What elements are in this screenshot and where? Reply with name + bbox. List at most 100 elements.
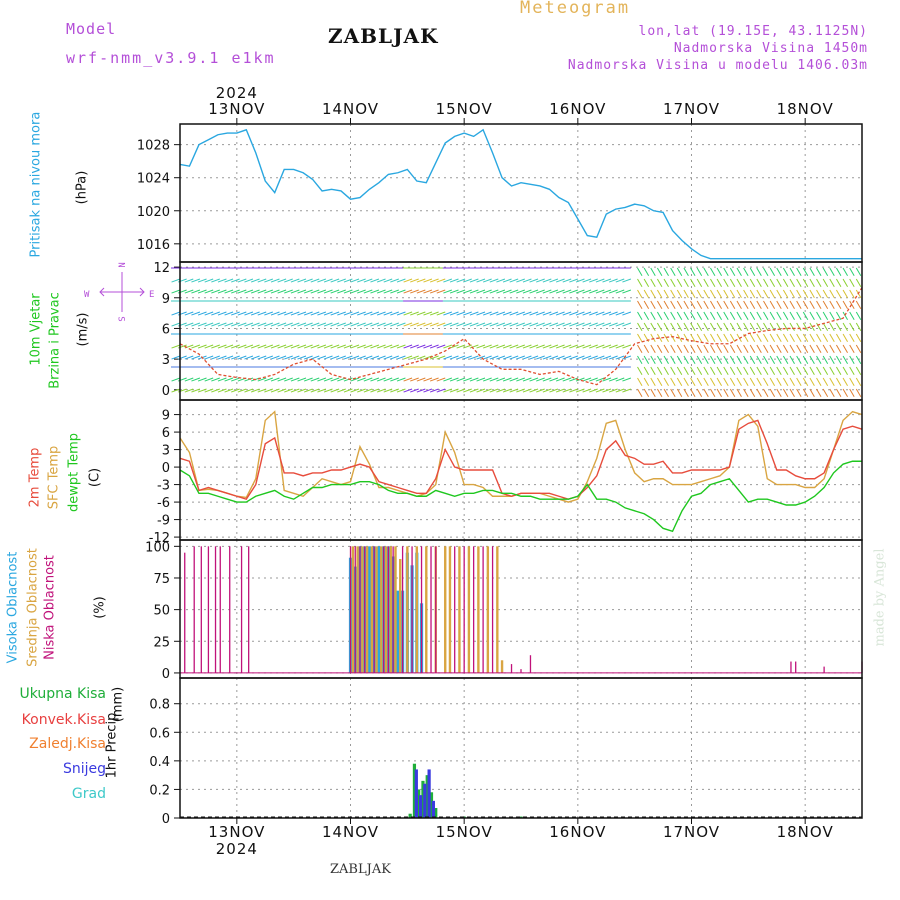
wind-arrow xyxy=(257,377,267,382)
wind-arrow xyxy=(502,344,512,349)
wind-arrow xyxy=(555,355,565,360)
x-tick-label-bottom: 16NOV xyxy=(549,823,606,841)
wind-arrow xyxy=(802,300,809,310)
wind-arrow xyxy=(542,278,552,283)
wind-arrow xyxy=(670,300,676,310)
wind-arrow xyxy=(390,344,399,349)
wind-arrow xyxy=(643,355,650,365)
wind-arrow xyxy=(855,300,862,310)
wind-arrow xyxy=(776,388,782,398)
wind-arrow xyxy=(696,333,703,343)
wind-arrow xyxy=(303,388,313,393)
wind-arrow xyxy=(244,377,254,382)
cloud-bar xyxy=(406,546,409,673)
x-tick-label-bottom: 14NOV xyxy=(322,823,379,841)
precip-bar xyxy=(421,780,425,818)
wind-arrow xyxy=(683,366,689,376)
wind-arrow xyxy=(802,278,809,288)
wind-arrow xyxy=(663,333,669,343)
wind-arrow xyxy=(656,311,663,321)
wind-arrow xyxy=(822,377,829,387)
wind-arrow xyxy=(197,322,207,327)
wind-arrow xyxy=(763,366,769,376)
wind-arrow xyxy=(277,355,287,360)
wind-arrow xyxy=(171,278,181,283)
wind-arrow xyxy=(769,311,776,321)
wind-arrow xyxy=(429,355,439,360)
wind-arrow xyxy=(723,333,729,343)
wind-arrow xyxy=(463,388,472,393)
wind-arrow xyxy=(244,388,254,393)
wind-arrow xyxy=(509,322,519,327)
wind-arrow xyxy=(330,377,340,382)
wind-arrow xyxy=(696,377,703,387)
wind-arrow xyxy=(656,267,663,277)
wind-arrow xyxy=(224,388,234,393)
wind-arrow xyxy=(723,300,729,310)
wind-arrow xyxy=(522,388,532,393)
wind-arrow xyxy=(589,355,598,360)
wind-arrow xyxy=(743,311,749,321)
cloud-bar xyxy=(430,546,432,673)
wind-arrow xyxy=(211,289,220,294)
wind-arrow xyxy=(211,322,220,327)
wind-arrow xyxy=(802,344,809,354)
wind-arrow xyxy=(284,388,293,393)
wind-arrow xyxy=(643,289,650,299)
wind-arrow xyxy=(562,377,572,382)
page-title: ZABLJAK xyxy=(328,24,439,48)
cloud-bar xyxy=(529,655,532,673)
x-tick-label-top: 17NOV xyxy=(663,100,720,118)
wind-arrow xyxy=(736,300,742,310)
wind-arrow xyxy=(502,388,512,393)
wind-arrow xyxy=(809,366,815,376)
wind-arrow xyxy=(211,278,220,283)
wind-arrow xyxy=(829,289,835,299)
wind-arrow xyxy=(529,388,539,393)
wind-arrow xyxy=(575,278,585,283)
wind-arrow xyxy=(237,278,247,283)
wind-arrow xyxy=(809,278,815,288)
wind-arrow xyxy=(496,311,506,316)
wind-arrow xyxy=(710,267,716,277)
wind-arrow xyxy=(663,300,669,310)
x-tick-label-bottom: 13NOV xyxy=(208,823,265,841)
wind-arrow xyxy=(835,311,842,321)
wind-arrow xyxy=(323,278,333,283)
wind-arrow xyxy=(390,289,399,294)
wind-arrow xyxy=(822,289,829,299)
wind-arrow xyxy=(237,322,247,327)
wind-arrow xyxy=(516,289,525,294)
wind-arrow xyxy=(284,311,293,316)
wind-arrow xyxy=(376,289,386,294)
wind-arrow xyxy=(723,322,729,332)
x-tick-label-top: 13NOV xyxy=(208,100,265,118)
wind-arrow xyxy=(496,388,506,393)
cloud-bar xyxy=(214,546,217,673)
wind-arrow xyxy=(710,300,716,310)
wind-arrow xyxy=(330,322,340,327)
wind-arrow xyxy=(277,388,287,393)
wind-arrow xyxy=(763,267,769,277)
wind-arrow xyxy=(244,278,254,283)
cloud-bar xyxy=(240,546,243,673)
wind-arrow xyxy=(729,278,736,288)
wind-arrow xyxy=(676,355,683,365)
wind-arrow xyxy=(743,267,749,277)
wind-arrow xyxy=(549,388,559,393)
wind-arrow xyxy=(423,322,433,327)
wind-arrow xyxy=(536,278,545,283)
wind-arrow xyxy=(542,344,552,349)
y-tick-label: 3 xyxy=(162,444,170,459)
wind-arrow xyxy=(690,388,696,398)
wind-arrow xyxy=(383,355,393,360)
wind-arrow xyxy=(303,355,313,360)
wind-arrow xyxy=(835,322,842,332)
wind-arrow xyxy=(416,289,426,294)
wind-arrow xyxy=(489,289,499,294)
wind-arrow xyxy=(204,355,214,360)
wind-arrow xyxy=(456,344,466,349)
wind-arrow xyxy=(516,388,525,393)
wind-arrow xyxy=(663,344,669,354)
wind-arrow xyxy=(650,388,656,398)
